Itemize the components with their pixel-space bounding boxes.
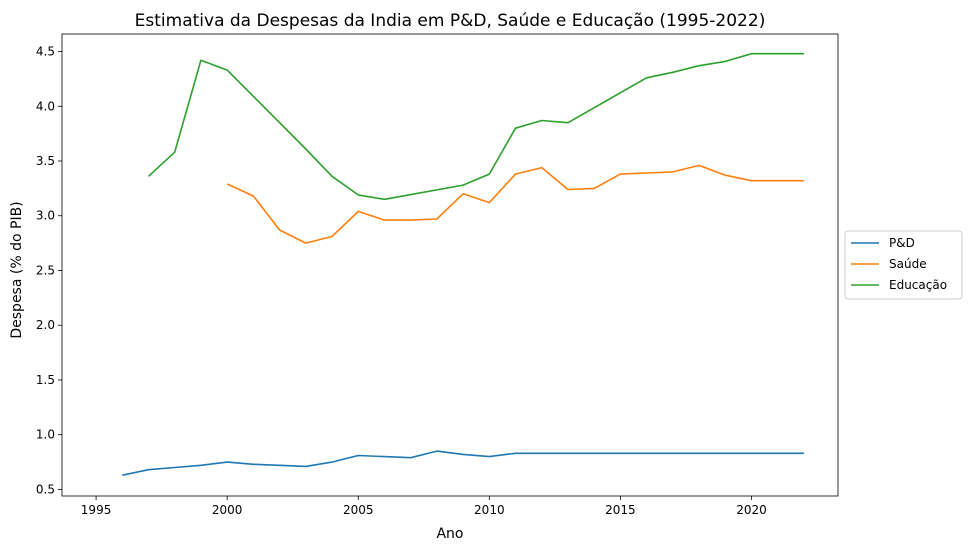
x-axis-label: Ano (436, 526, 463, 542)
x-axis: 1995 2000 2005 2010 2015 2020 (81, 496, 767, 517)
y-tick-label: 4.0 (36, 99, 55, 113)
y-tick-label: 3.5 (36, 154, 55, 168)
series-line-0 (122, 450, 804, 476)
x-tick-label: 2015 (605, 503, 636, 517)
x-tick-label: 2020 (736, 503, 767, 517)
y-tick-label: 3.0 (36, 209, 55, 223)
legend-label-2: Educação (889, 278, 947, 292)
x-tick-label: 2000 (212, 503, 243, 517)
series-line-1 (226, 164, 804, 244)
legend: P&D Saúde Educação (844, 230, 963, 300)
plot-frame (61, 33, 839, 497)
series-line-2 (147, 52, 804, 201)
y-tick-label: 2.0 (36, 318, 55, 332)
y-tick-label: 0.5 (36, 482, 55, 496)
y-tick-label: 1.0 (36, 428, 55, 442)
y-tick-label: 4.5 (36, 45, 55, 59)
y-axis-label: Despesa (% do PIB) (9, 201, 25, 338)
x-tick-label: 2010 (474, 503, 505, 517)
y-tick-label: 1.5 (36, 373, 55, 387)
x-tick-label: 1995 (81, 503, 112, 517)
legend-label-1: Saúde (889, 257, 927, 271)
plot-area (61, 33, 839, 497)
y-axis: 0.5 1.0 1.5 2.0 2.5 3.0 3.5 4.0 4.5 (36, 45, 62, 496)
x-tick-label: 2005 (343, 503, 374, 517)
legend-box (844, 230, 963, 300)
chart-title: Estimativa da Despesas da India em P&D, … (135, 11, 766, 31)
legend-label-0: P&D (889, 236, 915, 250)
y-tick-label: 2.5 (36, 263, 55, 277)
